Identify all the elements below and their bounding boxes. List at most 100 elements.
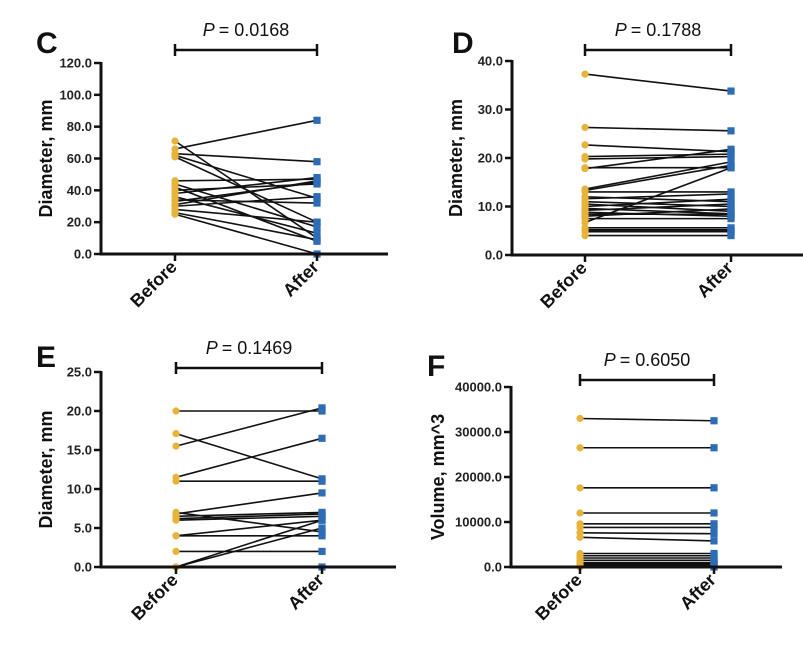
pair-line-f-6 <box>579 532 715 535</box>
pair-line-e-7 <box>175 511 323 518</box>
after-point-e-9 <box>318 512 326 520</box>
before-point-e-9 <box>172 516 180 524</box>
pair-line-e-6 <box>175 492 323 515</box>
after-point-e-4 <box>318 477 326 485</box>
after-point-c-14 <box>313 193 321 201</box>
y-tick-label-c-2: 40.0 <box>67 183 92 198</box>
y-tick-label-d-3: 30.0 <box>478 102 503 117</box>
pair-line-d-7 <box>584 161 732 190</box>
x-category-label-c-0: Before <box>126 257 180 311</box>
panel-c: C P = 0.0168 0.0 20.0 40.0 60.0 80.0 100.0 120.… <box>36 20 388 311</box>
after-point-c-10 <box>313 229 321 237</box>
panel-f: F P = 0.6050 0.0 10000.0 20000.0 30000.0 4000… <box>427 350 782 624</box>
before-point-d-4 <box>581 155 589 163</box>
pair-line-c-4 <box>174 156 318 223</box>
pair-line-d-2 <box>584 144 732 153</box>
after-point-d-11 <box>727 190 735 198</box>
axes-e: 0.0 5.0 10.0 15.0 20.0 25.0 Before After Diamete… <box>36 365 396 624</box>
y-tick-label-e-3: 15.0 <box>67 443 92 458</box>
y-axis-label-e: Diameter, mm <box>36 410 56 528</box>
x-category-label-f-1: After <box>676 570 720 614</box>
significance-bracket-f: P = 0.6050 <box>578 350 716 386</box>
after-point-e-6 <box>318 489 326 497</box>
before-point-d-1 <box>581 123 589 132</box>
pair-line-e-13 <box>175 519 323 568</box>
y-tick-label-e-4: 20.0 <box>67 404 92 419</box>
y-axis-label-f: Volume, mm^3 <box>428 414 448 540</box>
after-point-d-19 <box>727 205 735 213</box>
x-category-label-e-0: Before <box>127 570 181 624</box>
before-point-e-1 <box>172 430 180 438</box>
pair-line-e-9 <box>175 515 323 521</box>
pair-line-d-16 <box>584 203 732 212</box>
panel-letter-e: E <box>36 341 56 374</box>
pair-line-e-2 <box>175 407 323 447</box>
after-point-e-13 <box>318 516 326 524</box>
pair-line-d-11 <box>584 193 732 200</box>
after-point-f-7 <box>710 537 718 545</box>
after-point-d-20 <box>727 215 735 223</box>
before-point-f-1 <box>576 444 584 452</box>
after-point-e-12 <box>318 547 326 555</box>
axes-f: 0.0 10000.0 20000.0 30000.0 40000.0 Before Aft… <box>428 380 782 624</box>
pair-line-e-1 <box>175 432 323 480</box>
y-axis-label-c: Diameter, mm <box>36 99 56 217</box>
pair-line-c-17 <box>174 213 318 255</box>
before-point-d-0 <box>581 70 589 78</box>
p-value-text-f: = 0.6050 <box>620 350 691 370</box>
after-point-f-2 <box>710 484 718 492</box>
pair-line-d-6 <box>584 148 732 170</box>
pair-line-e-8 <box>175 513 323 520</box>
pair-line-d-8 <box>584 164 732 192</box>
y-tick-label-f-4: 40000.0 <box>455 380 502 395</box>
after-point-f-3 <box>710 509 718 517</box>
panel-e: E P = 0.1469 0.0 5.0 10.0 15.0 20.0 25.0 Before… <box>36 338 396 624</box>
y-tick-label-f-1: 10000.0 <box>455 515 502 530</box>
pair-line-d-4 <box>584 155 732 160</box>
p-symbol-c: P <box>203 20 215 40</box>
y-tick-label-e-0: 0.0 <box>74 560 92 575</box>
before-point-e-11 <box>172 532 180 540</box>
p-value-e: P = 0.1469 <box>206 338 293 358</box>
y-tick-label-c-4: 80.0 <box>67 119 92 134</box>
pair-line-c-14 <box>174 195 318 208</box>
y-tick-label-d-1: 10.0 <box>478 199 503 214</box>
y-tick-label-c-6: 120.0 <box>59 56 92 71</box>
pair-line-c-3 <box>174 154 318 200</box>
after-point-e-5 <box>318 528 326 536</box>
after-point-c-1 <box>313 116 321 124</box>
y-tick-label-c-0: 0.0 <box>74 247 92 262</box>
p-value-d: P = 0.1788 <box>615 20 702 40</box>
x-category-label-d-0: Before <box>536 258 590 312</box>
y-tick-label-f-3: 30000.0 <box>455 425 502 440</box>
pair-line-d-14 <box>584 198 732 208</box>
before-point-e-12 <box>172 547 180 556</box>
pair-line-c-13 <box>174 179 318 206</box>
before-point-f-2 <box>576 484 584 492</box>
after-point-d-21 <box>727 164 735 172</box>
after-point-f-0 <box>710 417 718 425</box>
after-point-c-15 <box>313 218 321 226</box>
panel-letter-c: C <box>36 27 58 60</box>
before-point-e-0 <box>172 407 180 415</box>
before-point-d-21 <box>581 218 589 227</box>
significance-bracket-c: P = 0.0168 <box>173 20 319 56</box>
y-axis-label-d: Diameter, mm <box>446 99 466 217</box>
pair-line-c-1 <box>174 119 318 150</box>
after-point-e-14 <box>318 524 326 532</box>
after-point-e-3 <box>318 434 326 442</box>
pair-line-e-14 <box>175 527 323 568</box>
before-point-d-2 <box>581 141 589 149</box>
after-point-c-6 <box>313 223 321 231</box>
before-point-d-6 <box>581 165 589 173</box>
after-point-d-6 <box>727 145 735 153</box>
after-point-c-11 <box>313 199 321 207</box>
before-point-c-0 <box>171 137 179 145</box>
x-category-label-c-1: After <box>279 257 323 301</box>
y-tick-label-d-0: 0.0 <box>485 248 503 263</box>
paired-lines-f <box>576 414 718 571</box>
after-point-d-14 <box>727 195 735 203</box>
p-value-c: P = 0.0168 <box>203 20 290 40</box>
after-point-f-1 <box>710 444 718 452</box>
